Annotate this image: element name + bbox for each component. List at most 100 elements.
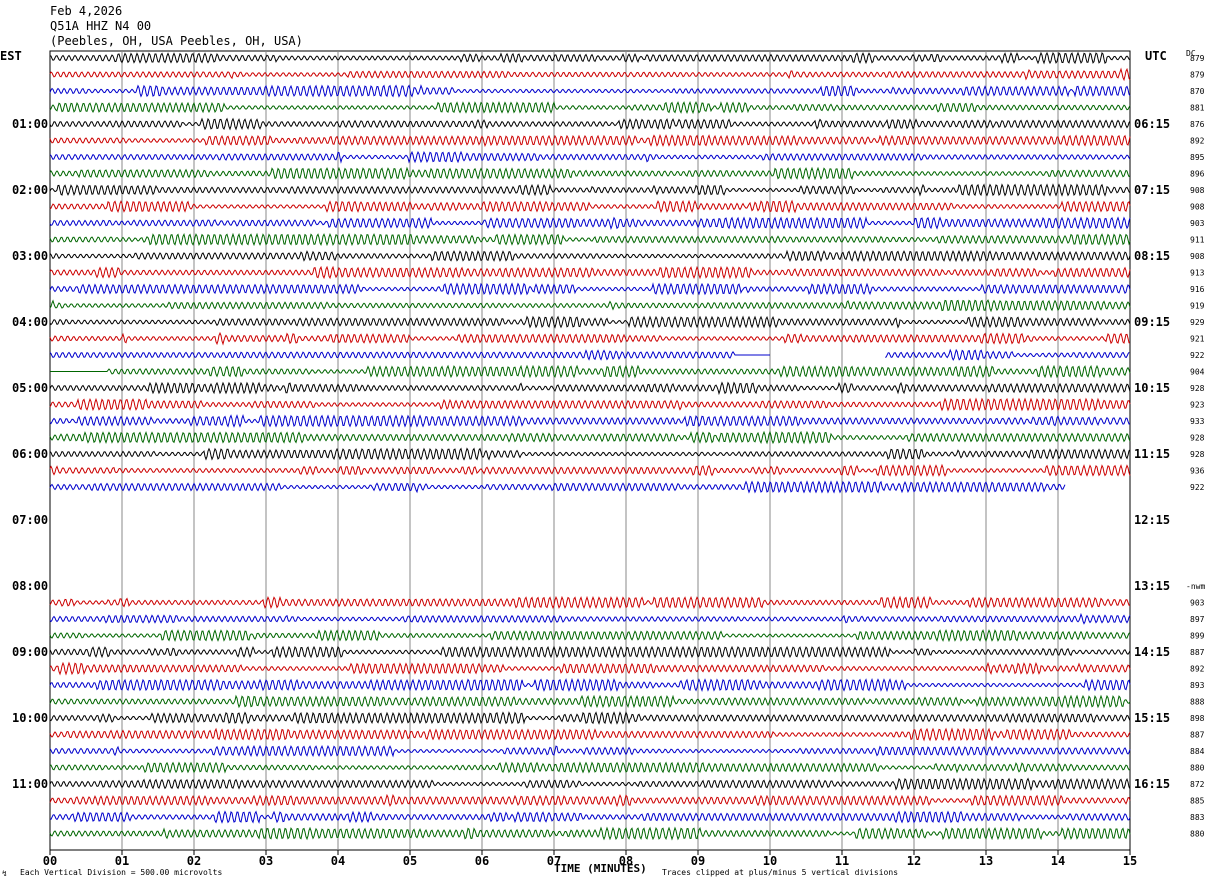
- right-hour-label: 14:15: [1134, 645, 1170, 659]
- right-hour-label: 16:15: [1134, 777, 1170, 791]
- trace-row: [49, 694, 1131, 709]
- dc-value: 922: [1190, 351, 1205, 360]
- dc-value: 896: [1190, 170, 1205, 179]
- right-hour-label: 06:15: [1134, 117, 1170, 131]
- dc-value: 876: [1190, 120, 1205, 129]
- dc-value: 922: [1190, 483, 1205, 492]
- dc-value: 883: [1190, 813, 1205, 822]
- trace-row: [49, 134, 1131, 147]
- x-tick-label: 00: [43, 854, 57, 868]
- x-tick-label: 03: [259, 854, 273, 868]
- trace-row: [49, 249, 1131, 263]
- dc-value: 898: [1190, 714, 1205, 723]
- left-hour-label: 07:00: [12, 513, 48, 527]
- left-hour-label: 08:00: [12, 579, 48, 593]
- left-hour-label: 06:00: [12, 447, 48, 461]
- left-hour-label: 05:00: [12, 381, 48, 395]
- x-tick-label: 10: [763, 854, 777, 868]
- right-hour-label: 07:15: [1134, 183, 1170, 197]
- right-hour-label: 15:15: [1134, 711, 1170, 725]
- dc-value: 887: [1190, 648, 1205, 657]
- left-hour-label: 02:00: [12, 183, 48, 197]
- trace-row: [50, 364, 1131, 379]
- trace-row: [49, 84, 1131, 98]
- dc-value: 928: [1190, 384, 1205, 393]
- dc-value: 880: [1190, 830, 1205, 839]
- trace-row: [49, 645, 1131, 659]
- dc-value: 879: [1190, 54, 1205, 63]
- trace-row: [49, 216, 1131, 230]
- x-tick-label: 05: [403, 854, 417, 868]
- dc-value: 888: [1190, 698, 1205, 707]
- dc-value: 879: [1190, 71, 1205, 80]
- trace-row: [49, 100, 1131, 115]
- dc-value: 908: [1190, 186, 1205, 195]
- dc-value: 913: [1190, 269, 1205, 278]
- x-tick-label: 12: [907, 854, 921, 868]
- trace-row: [885, 348, 1130, 362]
- left-hour-label: 03:00: [12, 249, 48, 263]
- left-hour-label: 04:00: [12, 315, 48, 329]
- dc-value: 928: [1190, 434, 1205, 443]
- trace-row: [49, 265, 1131, 280]
- left-hour-label: 01:00: [12, 117, 48, 131]
- dc-value: 921: [1190, 335, 1205, 344]
- trace-row: [49, 761, 1131, 774]
- trace-row: [49, 299, 1131, 313]
- station-label: Q51A HHZ N4 00: [50, 19, 152, 33]
- dc-label: DC: [1186, 49, 1196, 58]
- trace-row: [49, 117, 1131, 131]
- dc-value: 936: [1190, 467, 1205, 476]
- trace-row: [49, 810, 1131, 824]
- right-hour-label: 12:15: [1134, 513, 1170, 527]
- scale-icon: ↯: [2, 869, 7, 878]
- right-hour-label: 10:15: [1134, 381, 1170, 395]
- trace-row: [49, 331, 1130, 346]
- dc-value: 911: [1190, 236, 1205, 245]
- dc-value: 904: [1190, 368, 1205, 377]
- x-axis-label: TIME (MINUTES): [554, 862, 647, 875]
- right-hour-label: 11:15: [1134, 447, 1170, 461]
- trace-row: [49, 430, 1131, 445]
- right-hour-label: 08:15: [1134, 249, 1170, 263]
- trace-row: [49, 793, 1131, 808]
- trace-row: [49, 711, 1131, 725]
- dc-value: 887: [1190, 731, 1205, 740]
- trace-row: [49, 777, 1131, 791]
- x-tick-label: 08: [619, 854, 633, 868]
- right-hour-label: 13:15: [1134, 579, 1170, 593]
- x-tick-label: 02: [187, 854, 201, 868]
- nwm-label: -nwm: [1186, 582, 1205, 591]
- left-hour-label: 09:00: [12, 645, 48, 659]
- dc-value: 923: [1190, 401, 1205, 410]
- trace-row: [49, 628, 1131, 643]
- trace-row: [49, 199, 1131, 214]
- trace-row: [49, 744, 1131, 758]
- x-tick-label: 11: [835, 854, 849, 868]
- x-tick-label: 15: [1123, 854, 1137, 868]
- location-label: (Peebles, OH, USA Peebles, OH, USA): [50, 34, 303, 48]
- dc-value: 893: [1190, 681, 1205, 690]
- plot-frame: [49, 50, 1131, 851]
- dc-value: 908: [1190, 252, 1205, 261]
- trace-row: [49, 381, 1131, 396]
- dc-value: 897: [1190, 615, 1205, 624]
- dc-value: 933: [1190, 417, 1205, 426]
- trace-row: [49, 480, 1066, 494]
- trace-row: [49, 282, 1131, 296]
- dc-value: 903: [1190, 599, 1205, 608]
- x-tick-label: 09: [691, 854, 705, 868]
- dc-value: 884: [1190, 747, 1205, 756]
- dc-value: 908: [1190, 203, 1205, 212]
- dc-value: 916: [1190, 285, 1205, 294]
- dc-value: 880: [1190, 764, 1205, 773]
- dc-value: 885: [1190, 797, 1205, 806]
- trace-row: [49, 414, 1131, 428]
- dc-value: 892: [1190, 137, 1205, 146]
- clip-note: Traces clipped at plus/minus 5 vertical …: [662, 868, 899, 877]
- x-tick-label: 01: [115, 854, 129, 868]
- trace-row: [49, 397, 1131, 412]
- dc-value: 903: [1190, 219, 1205, 228]
- trace-row: [49, 67, 1131, 82]
